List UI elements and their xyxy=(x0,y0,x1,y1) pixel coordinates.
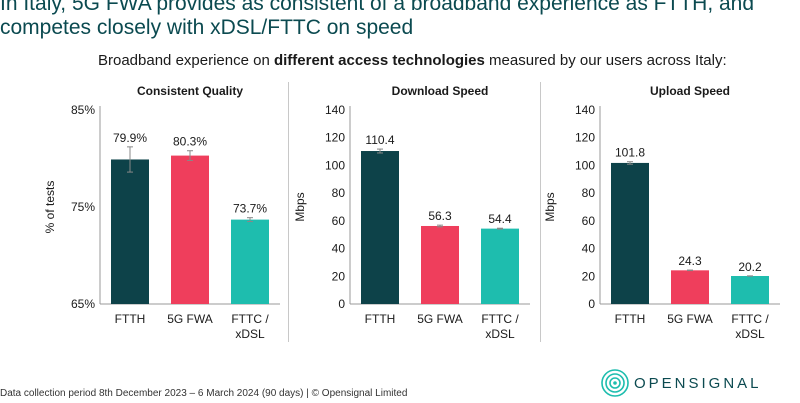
y-tick-label: 40 xyxy=(582,242,596,256)
data-label: 80.3% xyxy=(173,135,207,149)
y-tick-label: 80 xyxy=(332,186,346,200)
bar xyxy=(611,162,649,304)
x-tick-label: FTTC / xyxy=(481,312,519,326)
x-tick-label: FTTC / xyxy=(231,312,269,326)
data-label: 24.3 xyxy=(678,254,702,268)
bar xyxy=(171,155,209,304)
bar xyxy=(111,159,149,304)
chart-title: Download Speed xyxy=(392,84,489,98)
chart-svg: Consistent Quality % of tests 65% 75% 85% 79.… xyxy=(43,84,280,341)
subtitle-suffix: measured by our users across Italy: xyxy=(484,52,727,69)
chart-title: Upload Speed xyxy=(650,84,730,98)
y-axis-label: Mbps xyxy=(543,192,557,221)
data-label: 54.4 xyxy=(488,212,512,226)
chart-upload-speed: Upload Speed Mbps 0 20 40 60 80 100 120 140 101.8 F… xyxy=(540,80,790,350)
chart-title: Consistent Quality xyxy=(137,84,243,98)
y-tick-label: 100 xyxy=(325,158,345,172)
subtitle: Broadband experience on different access… xyxy=(98,52,727,69)
y-tick-label: 140 xyxy=(575,103,595,117)
y-tick-label: 120 xyxy=(325,131,345,145)
x-tick-label: xDSL xyxy=(485,327,515,341)
headline: In Italy, 5G FWA provides as consistent … xyxy=(0,0,755,39)
footer-note: Data collection period 8th December 2023… xyxy=(0,388,408,399)
y-tick-label: 60 xyxy=(332,214,346,228)
x-tick-label: FTTH xyxy=(115,312,146,326)
y-tick-label: 0 xyxy=(588,297,595,311)
data-label: 110.4 xyxy=(365,133,394,147)
y-tick-label: 120 xyxy=(575,131,595,145)
x-tick-label: 5G FWA xyxy=(167,312,213,326)
opensignal-logo: OPENSIGNAL xyxy=(600,368,790,398)
bar xyxy=(731,276,769,304)
subtitle-prefix: Broadband experience on xyxy=(98,52,274,69)
bar xyxy=(421,225,459,304)
bar xyxy=(481,228,519,304)
chart-svg: Download Speed Mbps 0 20 40 60 80 100 120 140 110.… xyxy=(293,84,530,341)
brand-name: OPENSIGNAL xyxy=(634,375,762,392)
x-tick-label: 5G FWA xyxy=(667,312,713,326)
data-label: 20.2 xyxy=(738,260,762,274)
chart-svg: Upload Speed Mbps 0 20 40 60 80 100 120 140 101.8 F… xyxy=(543,84,780,341)
data-label: 79.9% xyxy=(113,131,147,145)
panel-divider xyxy=(540,82,541,342)
y-tick-label: 100 xyxy=(575,158,595,172)
bar xyxy=(671,270,709,304)
subtitle-emphasis: different access technologies xyxy=(273,52,485,69)
y-tick-label: 60 xyxy=(582,214,596,228)
panel-divider xyxy=(288,82,289,342)
y-tick-label: 80 xyxy=(582,186,596,200)
x-tick-label: 5G FWA xyxy=(417,312,463,326)
y-tick-label: 20 xyxy=(332,269,346,283)
y-axis-label: % of tests xyxy=(43,181,57,234)
y-tick-label: 75% xyxy=(71,200,95,214)
y-axis-label: Mbps xyxy=(293,192,307,221)
bar xyxy=(231,219,269,304)
signal-rings-icon xyxy=(601,369,629,397)
chart-consistent-quality: Consistent Quality % of tests 65% 75% 85% 79.… xyxy=(40,80,290,350)
y-tick-label: 85% xyxy=(71,103,95,117)
x-tick-label: xDSL xyxy=(735,327,765,341)
x-tick-label: FTTC / xyxy=(731,312,769,326)
x-tick-label: xDSL xyxy=(235,327,265,341)
x-tick-label: FTTH xyxy=(615,312,646,326)
data-label: 101.8 xyxy=(615,146,645,160)
y-tick-label: 65% xyxy=(71,297,95,311)
y-tick-label: 20 xyxy=(582,269,596,283)
chart-download-speed: Download Speed Mbps 0 20 40 60 80 100 120 140 110.… xyxy=(290,80,540,350)
data-label: 56.3 xyxy=(428,209,452,223)
y-tick-label: 140 xyxy=(325,103,345,117)
y-tick-label: 0 xyxy=(338,297,345,311)
bar xyxy=(361,151,399,304)
y-tick-label: 40 xyxy=(332,242,346,256)
x-tick-label: FTTH xyxy=(365,312,396,326)
data-label: 73.7% xyxy=(233,202,267,216)
